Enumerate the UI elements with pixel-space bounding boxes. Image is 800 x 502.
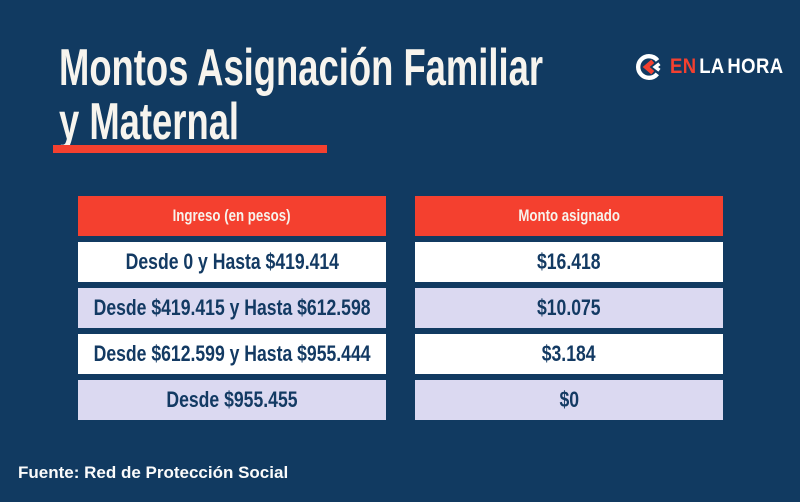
cell-text: $3.184 <box>542 341 596 366</box>
cell-text: $16.418 <box>537 249 601 274</box>
cell-text: Desde $612.599 y Hasta $955.444 <box>93 341 371 366</box>
source-note: Fuente: Red de Protección Social <box>18 463 289 482</box>
column-header-monto-label: Monto asignado <box>518 206 620 225</box>
page-title-line2: y Maternal <box>59 93 240 151</box>
brand-logo: EN LA HORA <box>636 53 799 81</box>
brand-word-hora: HORA <box>727 55 784 78</box>
table-column-ingreso: Ingreso (en pesos) Desde 0 y Hasta $419.… <box>78 196 386 420</box>
table-column-monto: Monto asignado $16.418 $10.075 $3.184 $0 <box>415 196 723 420</box>
cell-text: Desde $419.415 y Hasta $612.598 <box>93 295 371 320</box>
table-cell-monto-row2: $10.075 <box>415 288 723 328</box>
column-header-ingreso: Ingreso (en pesos) <box>78 196 386 236</box>
table-cell-monto-row1: $16.418 <box>415 242 723 282</box>
cell-text: $0 <box>559 387 579 412</box>
column-header-ingreso-label: Ingreso (en pesos) <box>173 206 291 225</box>
cell-text: Desde $955.455 <box>166 387 298 412</box>
page-title: Montos Asignación Familiar y Maternal <box>59 41 543 149</box>
cell-text: $10.075 <box>537 295 601 320</box>
table-cell-monto-row3: $3.184 <box>415 334 723 374</box>
brand-wordmark: EN LA HORA <box>670 53 784 81</box>
brand-word-en: EN <box>670 55 697 78</box>
table-cell-monto-row4: $0 <box>415 380 723 420</box>
table-cell-ingreso-row3: Desde $612.599 y Hasta $955.444 <box>78 334 386 374</box>
table-cell-ingreso-row2: Desde $419.415 y Hasta $612.598 <box>78 288 386 328</box>
table-cell-ingreso-row4: Desde $955.455 <box>78 380 386 420</box>
enlahora-circle-arrow-icon <box>636 54 662 80</box>
page-title-line1: Montos Asignación Familiar <box>59 39 544 97</box>
column-header-monto: Monto asignado <box>415 196 723 236</box>
brand-word-la: LA <box>699 55 725 78</box>
table-cell-ingreso-row1: Desde 0 y Hasta $419.414 <box>78 242 386 282</box>
title-underline-accent <box>53 145 327 153</box>
cell-text: Desde 0 y Hasta $419.414 <box>125 249 339 274</box>
